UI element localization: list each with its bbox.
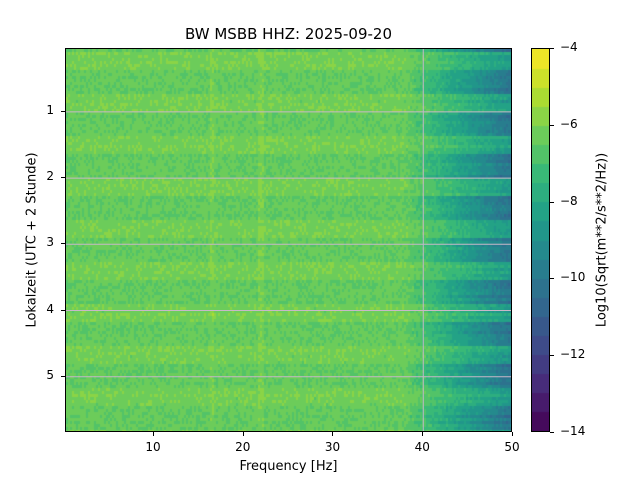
y-tick-mark <box>61 309 65 311</box>
x-tick-mark <box>332 432 334 436</box>
colorbar-tick-label: −10 <box>560 270 586 285</box>
x-tick-mark <box>512 432 513 436</box>
y-tick-label: 5 <box>46 367 54 382</box>
y-tick-label: 4 <box>46 301 54 316</box>
colorbar-tick-label: −4 <box>560 40 578 54</box>
colorbar-tick-mark <box>550 432 554 433</box>
colorbar-gradient <box>532 49 549 431</box>
plot-area <box>65 48 512 432</box>
colorbar-tick-mark <box>550 278 554 280</box>
x-tick-label: 50 <box>504 440 520 454</box>
y-tick-label: 3 <box>46 235 54 250</box>
x-axis-label: Frequency [Hz] <box>239 459 338 474</box>
colorbar-tick-label: −6 <box>560 116 578 131</box>
colorbar-tick-label: −14 <box>560 424 586 438</box>
x-tick-mark <box>422 432 424 436</box>
y-tick-mark <box>61 243 65 245</box>
y-axis-label: Lokalzeit (UTC + 2 Stunde) <box>24 152 40 328</box>
x-tick-label: 20 <box>235 440 251 454</box>
x-tick-label: 30 <box>324 440 341 454</box>
colorbar-tick-mark <box>550 48 554 49</box>
y-tick-mark <box>61 110 65 112</box>
colorbar <box>531 48 550 432</box>
colorbar-tick-label: −8 <box>560 193 578 208</box>
colorbar-tick-label: −12 <box>560 347 586 362</box>
y-tick-mark <box>61 177 65 179</box>
colorbar-label: Log10(Sqrt(m**2/s**2/Hz)) <box>594 152 610 328</box>
y-tick-label: 1 <box>46 102 54 117</box>
colorbar-tick-mark <box>550 201 554 203</box>
y-tick-label: 2 <box>46 169 54 184</box>
spectrogram-heatmap <box>66 49 511 431</box>
grid-lines <box>66 49 511 431</box>
x-tick-mark <box>242 432 244 436</box>
x-tick-label: 40 <box>414 440 430 454</box>
chart-title: BW MSBB HHZ: 2025-09-20 <box>185 25 392 43</box>
y-tick-mark <box>61 375 65 377</box>
x-tick-label: 10 <box>145 440 161 454</box>
colorbar-tick-mark <box>550 124 554 126</box>
x-tick-mark <box>152 432 154 436</box>
colorbar-tick-mark <box>550 355 554 357</box>
